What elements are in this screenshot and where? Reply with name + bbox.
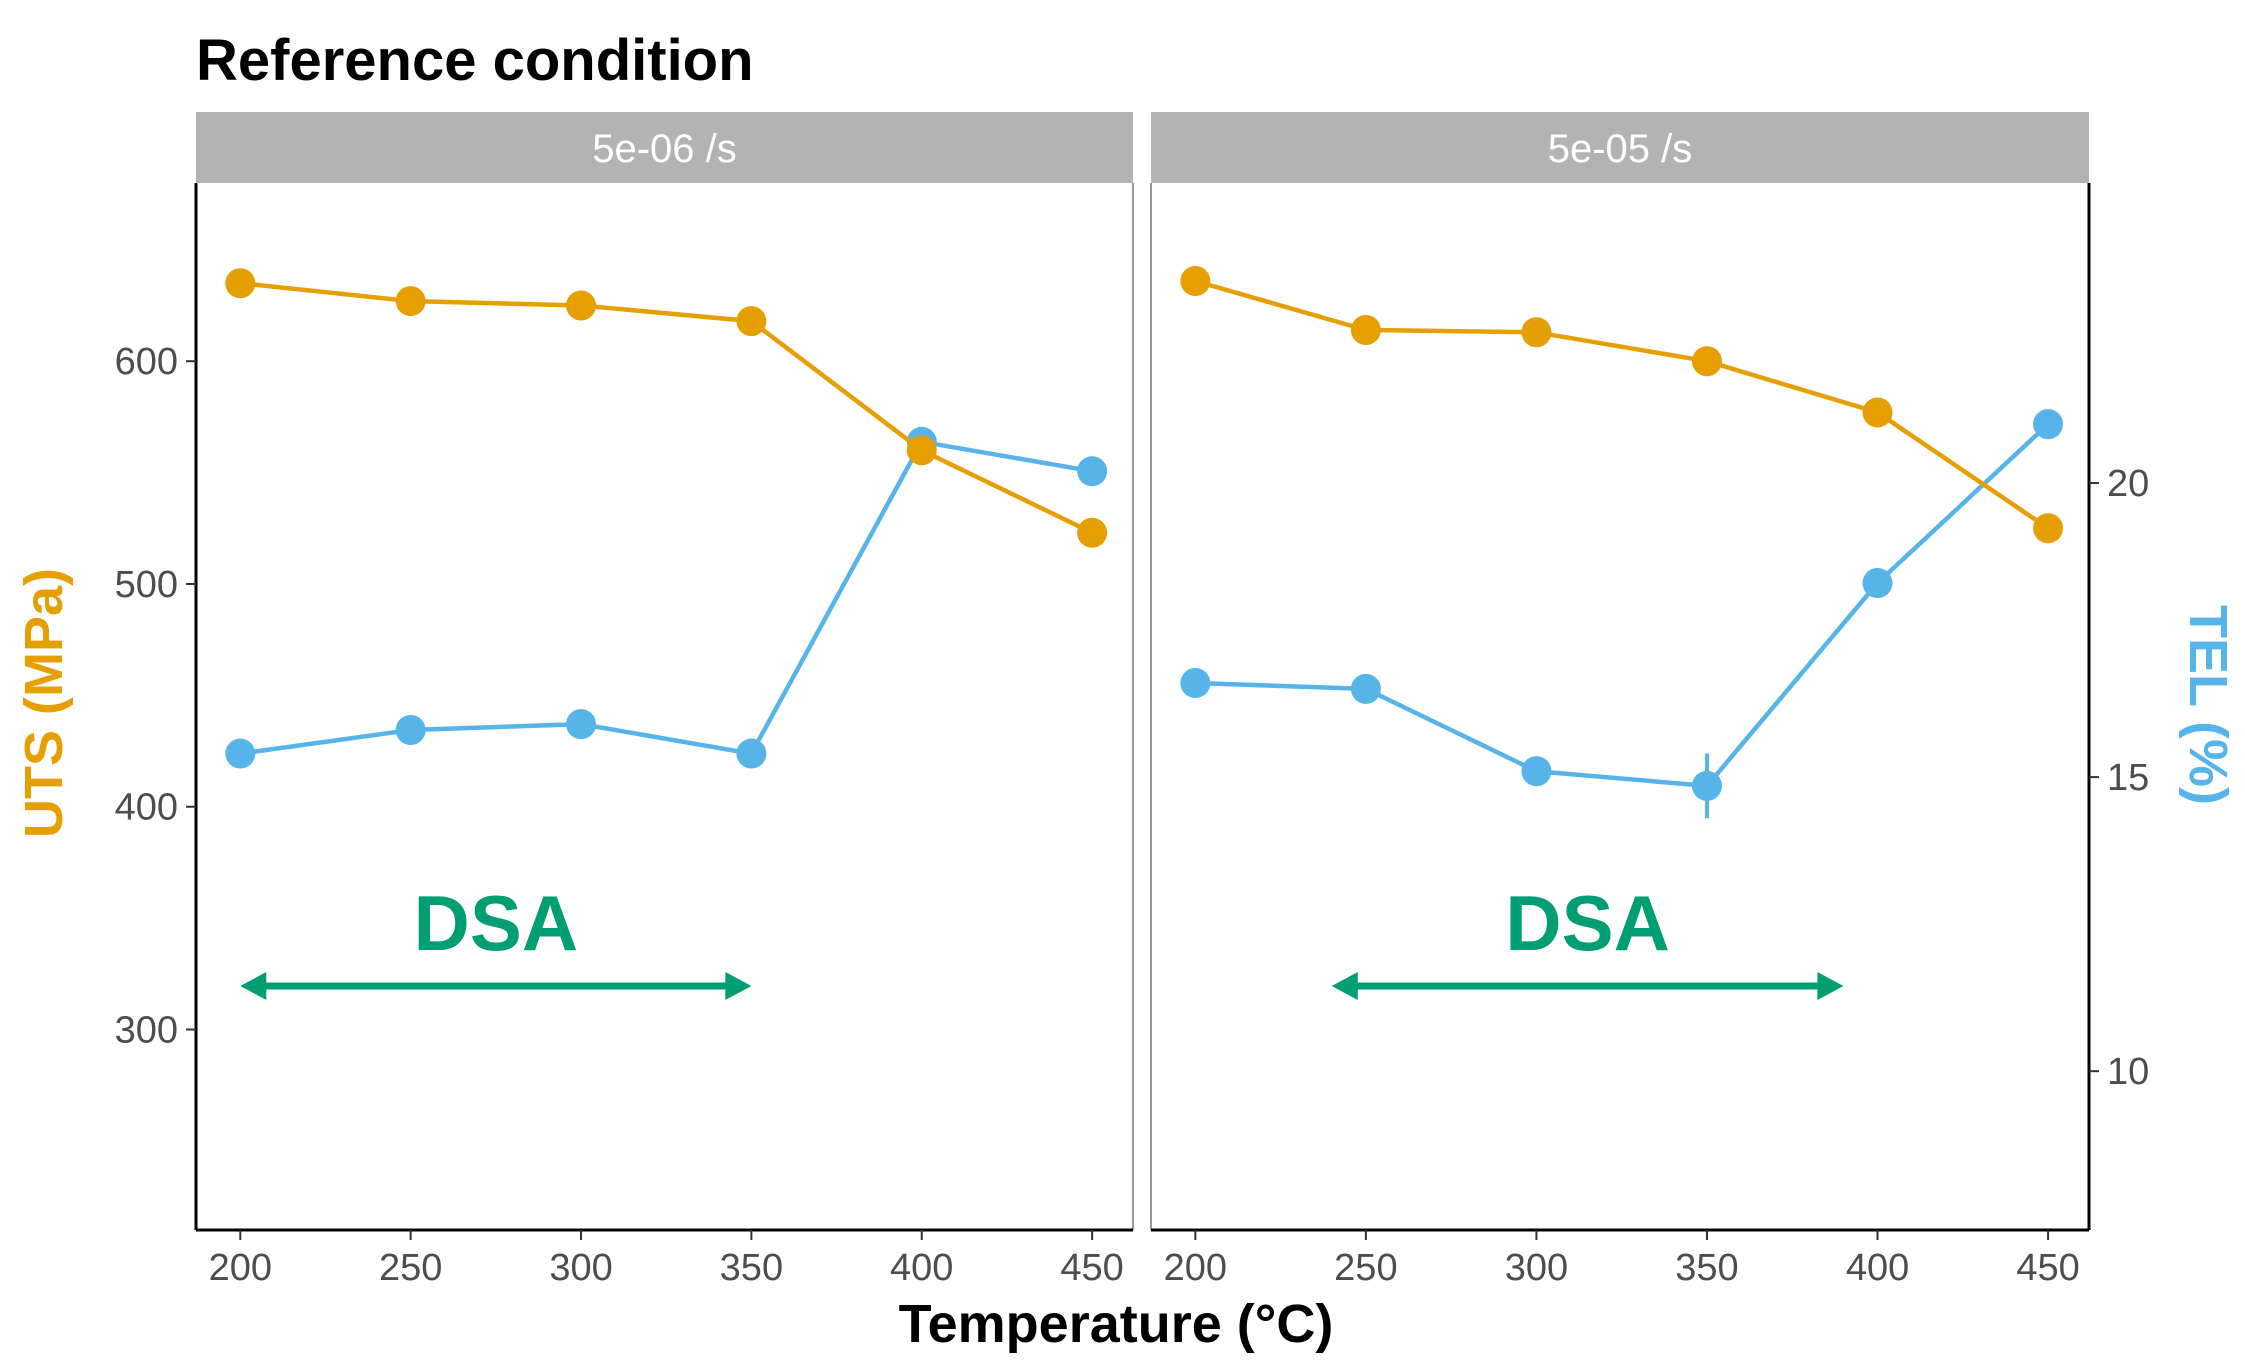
- dsa-arrow-right-head: [725, 972, 752, 1000]
- x-tick-label: 350: [1675, 1247, 1738, 1289]
- x-tick-label: 250: [1334, 1247, 1397, 1289]
- uts-point: [2033, 513, 2064, 544]
- uts-point: [1691, 346, 1722, 377]
- tel-point: [1350, 673, 1381, 704]
- dsa-label: DSA: [1505, 879, 1670, 967]
- dsa-arrow-right-head: [1817, 972, 1844, 1000]
- tel-point: [1521, 756, 1552, 787]
- uts-point: [395, 286, 426, 317]
- x-tick-label: 200: [209, 1247, 272, 1289]
- dsa-arrow-left-head: [240, 972, 267, 1000]
- uts-point: [1862, 397, 1893, 428]
- y-right-tick-label: 15: [2107, 757, 2149, 799]
- panel-5e-06: 5e-06 /s 200 250 300 350 400 450 DSA: [194, 112, 1134, 1289]
- uts-point: [1350, 315, 1381, 346]
- x-tick-label: 300: [1505, 1247, 1568, 1289]
- y-axis-right-ticks: 10 15 20: [2089, 463, 2149, 1093]
- panel-strip-label: 5e-06 /s: [592, 127, 737, 171]
- tel-point: [566, 709, 597, 740]
- uts-point: [566, 290, 597, 321]
- y-left-tick-label: 300: [115, 1010, 178, 1052]
- dsa-label: DSA: [413, 879, 578, 967]
- chart-title: Reference condition: [196, 28, 754, 93]
- x-tick-label: 450: [2016, 1247, 2079, 1289]
- tel-point: [1180, 667, 1211, 698]
- tel-line: [1195, 422, 2050, 789]
- tel-point: [1691, 770, 1722, 801]
- panel-5e-05: 5e-05 /s 200 250 300 350 400 450 DSA: [1150, 112, 2091, 1289]
- tel-point: [225, 738, 256, 769]
- uts-point: [1077, 517, 1108, 548]
- panel-strip-label: 5e-05 /s: [1548, 127, 1693, 171]
- x-tick-label: 400: [1846, 1247, 1909, 1289]
- tel-point: [1862, 567, 1893, 598]
- x-tick-label: 450: [1060, 1247, 1123, 1289]
- tel-line: [239, 439, 1093, 756]
- y-right-tick-label: 20: [2107, 463, 2149, 505]
- uts-point: [736, 306, 767, 337]
- tel-point: [2033, 409, 2064, 440]
- y-left-tick-label: 400: [115, 787, 178, 829]
- y-left-tick-label: 600: [115, 341, 178, 383]
- x-tick-label: 200: [1164, 1247, 1227, 1289]
- x-tick-label: 350: [720, 1247, 783, 1289]
- uts-point: [1521, 317, 1552, 348]
- dsa-arrow-left-head: [1331, 972, 1358, 1000]
- x-axis-title: Temperature (°C): [899, 1294, 1334, 1354]
- uts-line: [1194, 278, 2050, 531]
- panel-strip: [1151, 112, 2089, 183]
- y-axis-left-title: UTS (MPa): [14, 568, 74, 838]
- tel-point: [395, 715, 426, 746]
- panel-strip: [196, 112, 1133, 183]
- x-tick-label: 300: [549, 1247, 612, 1289]
- y-right-tick-label: 10: [2107, 1051, 2149, 1093]
- y-axis-right-title: TEL (%): [2178, 605, 2238, 805]
- tel-point: [736, 738, 767, 769]
- y-left-tick-label: 500: [115, 564, 178, 606]
- x-tick-label: 400: [890, 1247, 953, 1289]
- y-axis-left-ticks: 300 400 500 600: [115, 341, 196, 1052]
- uts-line: [240, 280, 1094, 535]
- uts-point: [225, 268, 256, 299]
- uts-point: [1180, 266, 1211, 297]
- uts-point: [906, 435, 937, 466]
- tel-point: [1077, 456, 1108, 487]
- x-tick-label: 250: [379, 1247, 442, 1289]
